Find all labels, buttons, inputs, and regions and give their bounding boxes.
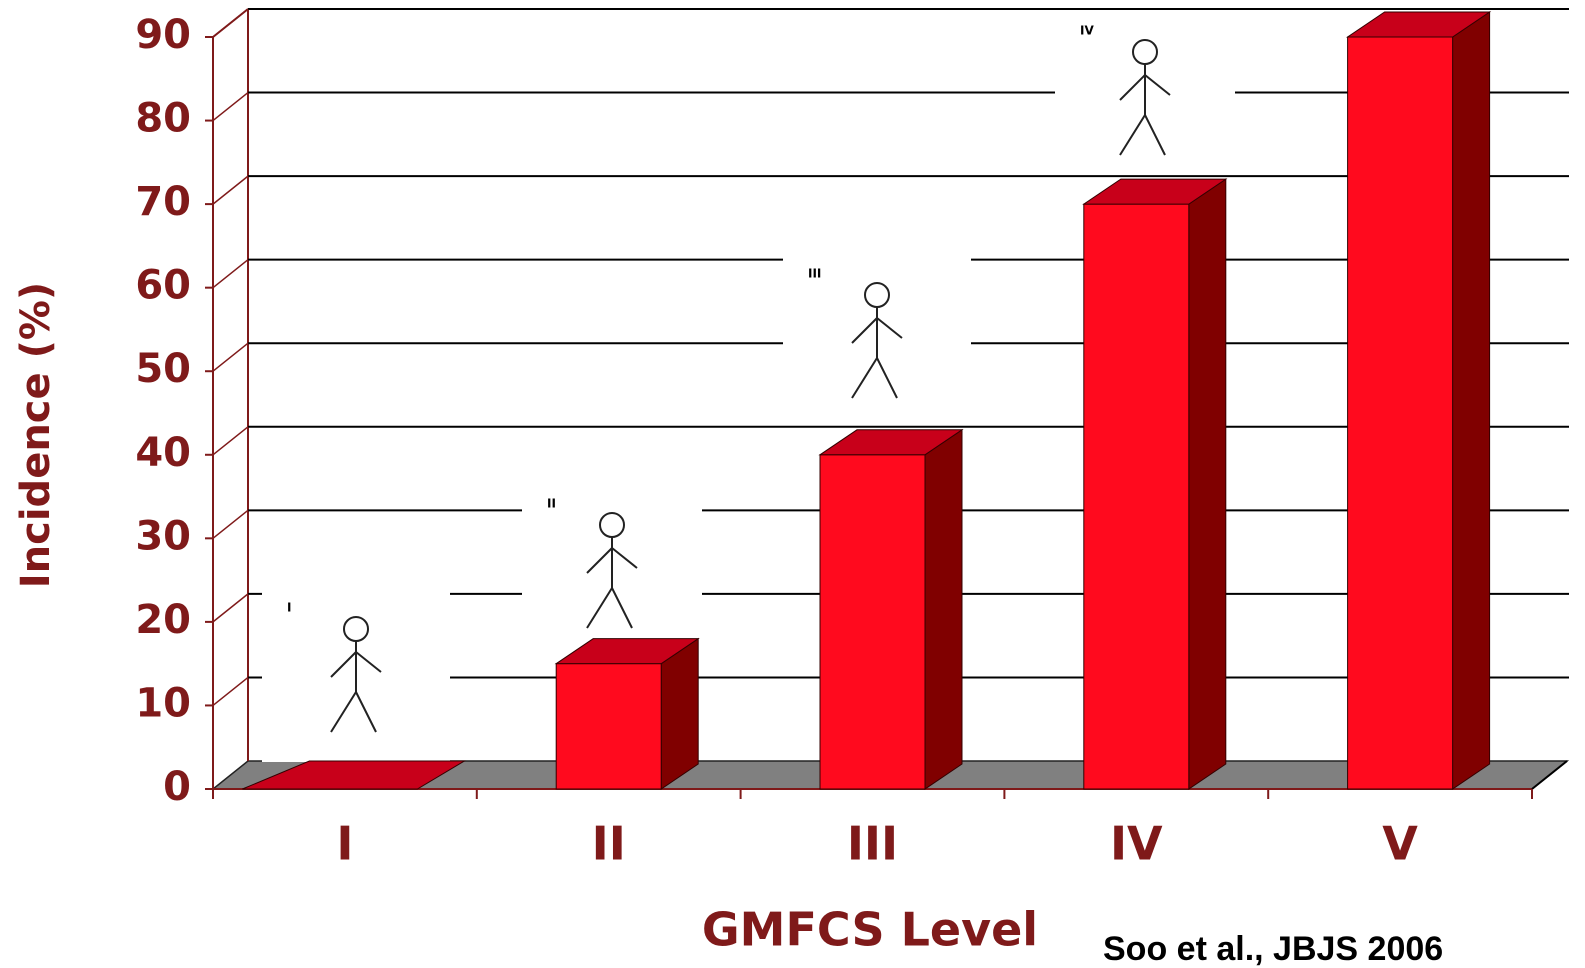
bar-top	[1345, 11, 1492, 38]
bar-side	[1188, 178, 1227, 790]
grid-diagonal	[212, 342, 249, 372]
y-tick-label: 50	[135, 346, 191, 392]
bar	[819, 454, 926, 790]
bar-side	[924, 428, 963, 790]
figure-body	[586, 537, 638, 629]
grid-diagonal	[212, 676, 249, 707]
grid-diagonal	[212, 91, 249, 122]
illustration-label: IV	[1080, 24, 1094, 38]
x-tick-label: III	[847, 817, 898, 871]
floor-right-edge	[1531, 760, 1568, 790]
bar	[1347, 36, 1454, 790]
bar	[555, 663, 662, 790]
y-tick-label: 40	[135, 430, 191, 476]
bar-top	[242, 760, 467, 790]
x-tick-label: IV	[1110, 817, 1163, 871]
bar	[1083, 203, 1190, 790]
bar-top	[554, 638, 700, 665]
illustration: I	[262, 592, 450, 762]
bar-top	[1082, 178, 1228, 205]
figure-body	[1119, 64, 1171, 156]
illustration: III	[783, 258, 971, 408]
y-tick-label: 30	[135, 513, 191, 559]
bar-side	[660, 637, 699, 790]
illustration: II	[522, 488, 702, 638]
illustration-label: I	[287, 601, 291, 615]
x-axis-label: GMFCS Level	[702, 903, 1038, 957]
illustration: IV	[1055, 15, 1235, 175]
y-tick-label: 90	[135, 12, 191, 58]
illustration-label: II	[547, 497, 556, 511]
grid-diagonal	[212, 175, 249, 205]
bar-top	[818, 429, 964, 456]
y-tick-label: 60	[135, 263, 191, 309]
y-tick-label: 0	[163, 764, 191, 810]
grid-diagonal	[212, 426, 249, 456]
x-tick-label: I	[336, 817, 353, 871]
grid-diagonal	[212, 8, 249, 38]
grid-diagonal	[212, 259, 249, 289]
grid-diagonal	[212, 509, 249, 539]
bar-side	[1452, 11, 1491, 790]
y-tick-label: 10	[135, 680, 191, 726]
figure-body	[330, 641, 382, 733]
illustration-label: III	[808, 267, 821, 281]
y-tick-label: 70	[135, 179, 191, 225]
y-tick-label: 20	[135, 597, 191, 643]
figure-body	[851, 307, 903, 399]
x-tick-label: II	[592, 817, 626, 871]
grid-diagonal	[212, 593, 249, 623]
y-axis-label: Incidence (%)	[13, 282, 59, 588]
citation: Soo et al., JBJS 2006	[1103, 930, 1443, 968]
y-tick-label: 80	[135, 96, 191, 142]
x-tick-label: V	[1382, 817, 1418, 871]
